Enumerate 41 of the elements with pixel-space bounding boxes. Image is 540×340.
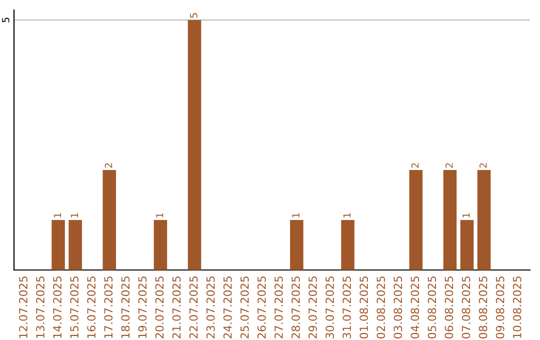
x-tick-label: 31.07.2025 <box>342 276 352 338</box>
x-tick-label: 09.08.2025 <box>496 276 504 338</box>
data-label: 2 <box>445 163 453 168</box>
x-tick-label: 16.07.2025 <box>87 276 96 338</box>
x-tick-label: 10.08.2025 <box>512 276 522 338</box>
x-tick-label: 12.07.2025 <box>19 276 28 338</box>
x-tick-label: 18.07.2025 <box>121 276 130 338</box>
x-tick-label: 14.07.2025 <box>53 276 62 338</box>
x-tick-label: 30.07.2025 <box>326 276 334 338</box>
x-tick-label: 23.07.2025 <box>206 276 215 338</box>
x-tick-label: 26.07.2025 <box>257 276 266 338</box>
x-tick-label: 24.07.2025 <box>223 276 232 338</box>
x-tick-label: 29.07.2025 <box>308 276 317 338</box>
x-tick-label: 19.07.2025 <box>138 276 147 338</box>
x-tick-label: 01.08.2025 <box>360 276 368 338</box>
data-label: 2 <box>411 163 419 168</box>
x-tick-label: 27.07.2025 <box>274 276 283 338</box>
x-tick-label: 28.07.2025 <box>292 276 300 338</box>
data-label: 2 <box>104 163 112 168</box>
data-label: 5 <box>190 13 198 18</box>
data-label: 1 <box>54 213 61 218</box>
x-tick-label: 06.08.2025 <box>444 276 454 338</box>
x-tick-label: 13.07.2025 <box>36 276 44 338</box>
x-tick-label: 02.08.2025 <box>376 276 386 338</box>
x-tick-label: 20.07.2025 <box>155 276 164 338</box>
x-tick-label: 17.07.2025 <box>104 276 113 338</box>
x-tick-label: 22.07.2025 <box>189 276 198 338</box>
data-label: 1 <box>343 213 350 218</box>
x-tick-label: 04.08.2025 <box>410 276 420 338</box>
x-tick-label: 25.07.2025 <box>240 276 249 338</box>
x-tick-label: 05.08.2025 <box>428 276 436 338</box>
x-tick-label: 15.07.2025 <box>70 276 79 338</box>
data-label: 1 <box>292 213 300 218</box>
x-tick-label: 07.08.2025 <box>462 276 470 338</box>
x-tick-label: 21.07.2025 <box>172 276 181 338</box>
data-label: 1 <box>156 213 164 218</box>
x-tick-label: 08.08.2025 <box>478 276 488 338</box>
data-label: 2 <box>479 163 487 168</box>
data-label: 1 <box>462 213 470 218</box>
data-label: 1 <box>70 213 78 218</box>
x-tick-label: 03.08.2025 <box>394 276 402 338</box>
